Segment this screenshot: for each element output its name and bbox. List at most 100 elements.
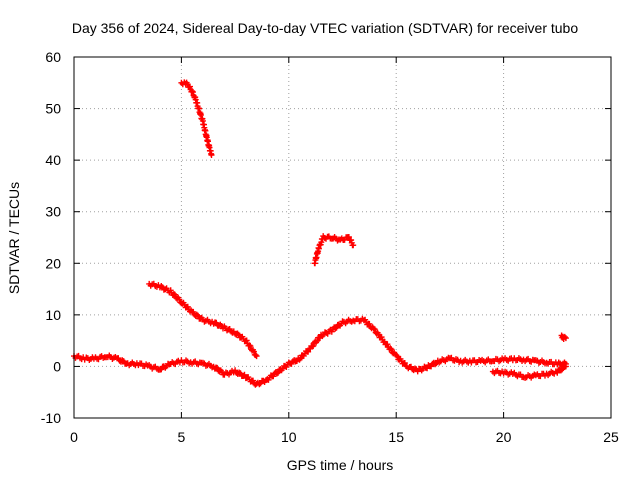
data-point <box>190 311 194 314</box>
data-point <box>169 290 172 293</box>
y-tick-label: 0 <box>53 358 61 374</box>
chart-title: Day 356 of 2024, Sidereal Day-to-day VTE… <box>72 20 579 36</box>
series-markers <box>178 79 215 158</box>
data-point <box>180 300 183 304</box>
data-point <box>184 81 187 84</box>
series-decay-arc <box>146 280 260 360</box>
data-point <box>562 336 565 340</box>
y-tick-label: 40 <box>45 152 61 168</box>
data-point <box>266 378 269 381</box>
data-point <box>158 285 162 288</box>
data-point <box>105 354 108 358</box>
data-point <box>330 236 333 239</box>
data-point <box>523 375 527 378</box>
data-point <box>491 370 495 373</box>
data-point <box>287 362 290 366</box>
series-mid-arc <box>311 233 357 267</box>
x-tick-label: 5 <box>178 429 186 445</box>
data-point <box>319 334 323 337</box>
data-point <box>534 360 538 363</box>
data-point <box>564 336 568 340</box>
data-point <box>405 365 409 368</box>
data-point <box>556 370 559 373</box>
y-tick-label: 60 <box>45 49 61 65</box>
data-point <box>212 321 215 324</box>
data-point <box>244 375 248 378</box>
x-tick-label: 10 <box>281 429 297 445</box>
series-late-blip <box>558 332 569 342</box>
tick-labels: 0 5 10 15 20 25 -10 0 10 20 30 40 50 60 <box>41 49 619 445</box>
data-point <box>523 358 527 361</box>
data-point <box>169 362 172 366</box>
data-point <box>427 365 430 368</box>
data-point <box>233 370 237 373</box>
data-point <box>147 282 151 286</box>
data-point <box>513 372 516 376</box>
x-tick-label: 25 <box>603 429 619 445</box>
x-axis-label: GPS time / hours <box>287 457 394 473</box>
data-point <box>321 236 325 239</box>
data-point <box>564 365 568 368</box>
data-point <box>137 362 140 366</box>
series-lower-branch <box>489 363 569 381</box>
data-point <box>362 318 366 322</box>
data-series <box>71 79 569 388</box>
data-point <box>448 357 452 360</box>
data-point <box>115 357 119 360</box>
data-point <box>201 318 205 322</box>
y-tick-label: 50 <box>45 101 61 117</box>
data-point <box>158 367 162 371</box>
y-tick-label: -10 <box>41 410 61 426</box>
data-point <box>83 357 86 360</box>
data-point <box>347 236 351 239</box>
data-point <box>201 362 205 366</box>
data-point <box>317 246 321 250</box>
data-point <box>545 372 548 376</box>
data-point <box>545 361 548 364</box>
series-markers <box>71 315 569 388</box>
data-point <box>513 358 516 361</box>
data-point <box>395 354 398 358</box>
data-point <box>276 370 280 373</box>
data-point <box>470 360 473 363</box>
y-tick-label: 30 <box>45 204 61 220</box>
data-point <box>180 81 183 84</box>
data-point <box>556 362 559 366</box>
data-point <box>188 86 192 90</box>
data-point <box>210 153 213 157</box>
data-point <box>560 334 563 337</box>
x-tick-label: 0 <box>70 429 78 445</box>
data-point <box>341 321 344 324</box>
y-axis-label: SDTVAR / TECUs <box>6 182 22 294</box>
data-point <box>313 262 316 265</box>
data-point <box>502 371 505 374</box>
data-point <box>298 357 301 360</box>
grid-lines <box>74 57 611 418</box>
data-point <box>339 238 342 242</box>
data-point <box>437 360 441 363</box>
data-point <box>330 329 333 332</box>
data-point <box>201 120 205 123</box>
series-baseline <box>71 315 569 388</box>
data-point <box>147 365 151 368</box>
data-point <box>223 326 226 329</box>
data-point <box>502 358 505 361</box>
data-point <box>244 339 248 342</box>
data-point <box>309 347 312 350</box>
plot-frame <box>73 56 612 419</box>
data-point <box>534 374 538 377</box>
data-point <box>223 372 226 376</box>
data-point <box>233 331 237 335</box>
data-point <box>126 362 129 366</box>
data-point <box>416 369 419 372</box>
data-point <box>190 361 194 364</box>
data-point <box>205 138 209 141</box>
x-tick-label: 20 <box>496 429 512 445</box>
data-point <box>193 94 196 97</box>
data-point <box>384 342 387 345</box>
data-point <box>491 359 495 362</box>
data-point <box>255 383 258 386</box>
data-point <box>255 354 258 358</box>
data-point <box>373 329 376 332</box>
